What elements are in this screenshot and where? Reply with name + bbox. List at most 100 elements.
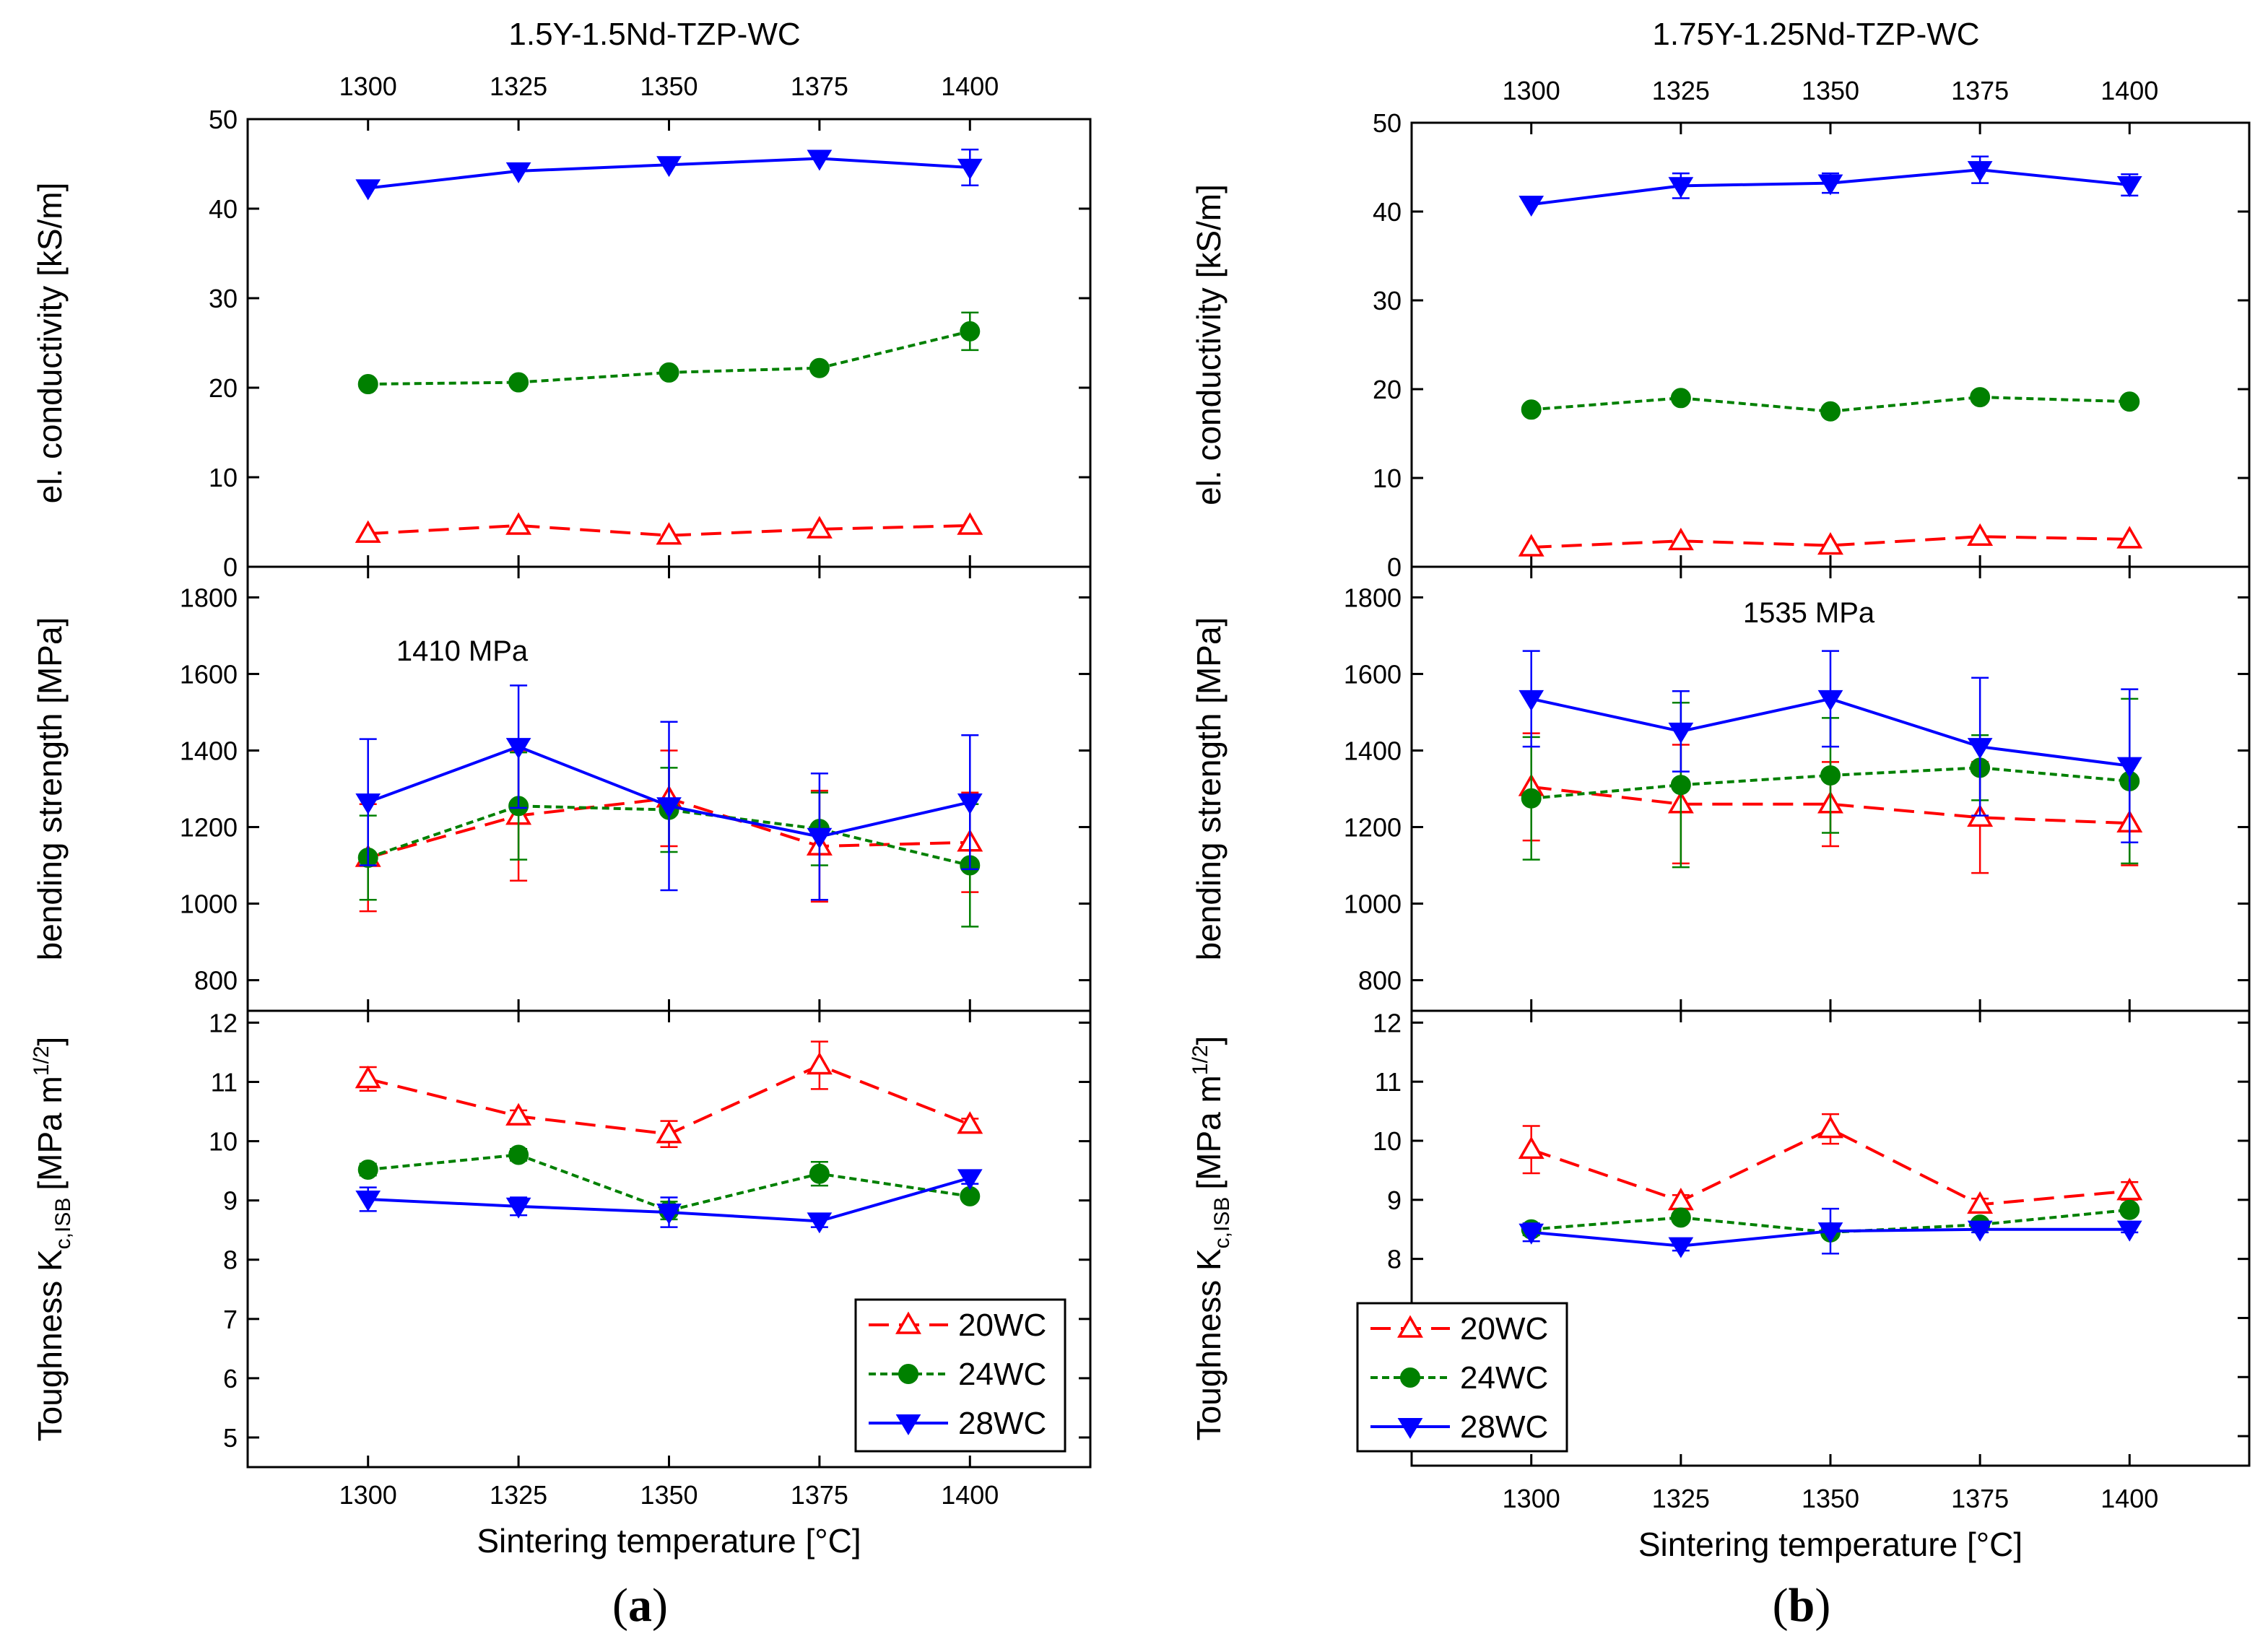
data-point bbox=[1670, 388, 1691, 409]
legend-label-24WC: 24WC bbox=[1460, 1360, 1548, 1396]
legend-marker-28WC bbox=[1397, 1417, 1423, 1439]
y-label-sub: c,ISB bbox=[1210, 1197, 1234, 1249]
data-point bbox=[505, 1197, 531, 1219]
legend-label-20WC: 20WC bbox=[1460, 1311, 1548, 1347]
legend: 20WC 24WC 28WC bbox=[854, 1298, 1066, 1453]
data-point bbox=[1817, 532, 1843, 555]
top-x-tick-label: 1300 bbox=[339, 71, 397, 101]
data-point bbox=[1967, 1220, 1993, 1242]
bottom-x-tick-label: 1375 bbox=[791, 1480, 848, 1510]
data-point bbox=[656, 522, 682, 545]
chart-panel-b: 1.75Y-1.25Nd-TZP-WC 1300 1300 1325 1325 1350 1… bbox=[1189, 17, 2251, 1632]
y-label-units: [MPa m bbox=[1190, 1075, 1228, 1189]
y-axis-label: Toughness Kc,ISB [MPa m1/2] bbox=[30, 1037, 75, 1442]
data-point bbox=[1817, 690, 1843, 711]
data-point bbox=[2119, 391, 2140, 412]
data-point bbox=[357, 1159, 378, 1180]
series-28WC bbox=[355, 148, 983, 201]
top-x-tick-label: 1300 bbox=[1503, 76, 1560, 105]
y-tick-label: 1400 bbox=[1344, 736, 1402, 765]
y-tick-label: 40 bbox=[1373, 197, 1402, 227]
data-point bbox=[807, 827, 833, 849]
data-point bbox=[656, 1121, 682, 1144]
bottom-x-tick-label: 1300 bbox=[1503, 1484, 1560, 1513]
top-title: 1.5Y-1.5Nd-TZP-WC bbox=[508, 17, 800, 52]
panel-label-open: ( bbox=[1773, 1579, 1789, 1632]
y-tick-label: 0 bbox=[223, 552, 238, 582]
y-tick-label: 1600 bbox=[180, 659, 238, 689]
legend-box bbox=[854, 1298, 1066, 1453]
series-20WC bbox=[355, 1040, 983, 1149]
bottom-x-tick-label: 1375 bbox=[1951, 1484, 2009, 1513]
data-point bbox=[957, 158, 983, 180]
y-tick-label: 11 bbox=[211, 1067, 238, 1097]
series-line bbox=[1531, 535, 2130, 549]
series-24WC bbox=[357, 311, 981, 395]
data-point bbox=[505, 738, 531, 760]
series-20WC bbox=[355, 512, 983, 545]
legend-marker-28WC bbox=[895, 1414, 921, 1435]
y-label-close: ] bbox=[1190, 1036, 1228, 1045]
data-point bbox=[960, 321, 981, 342]
y-tick-label: 10 bbox=[209, 1127, 238, 1157]
series-20WC bbox=[1518, 1113, 2143, 1214]
bottom-x-tick-label: 1325 bbox=[1652, 1484, 1710, 1513]
y-tick-label: 10 bbox=[209, 463, 238, 492]
legend-marker-24WC bbox=[898, 1364, 918, 1384]
y-tick-label: 10 bbox=[1373, 1126, 1402, 1156]
data-point bbox=[355, 179, 381, 201]
data-point bbox=[1817, 174, 1843, 196]
panel-label-open: ( bbox=[612, 1579, 628, 1632]
y-tick-label: 30 bbox=[1373, 286, 1402, 316]
data-point bbox=[659, 362, 679, 383]
series-line bbox=[368, 804, 970, 867]
data-point bbox=[508, 1144, 529, 1165]
legend-label-20WC: 20WC bbox=[958, 1308, 1046, 1343]
y-label-close: ] bbox=[31, 1037, 69, 1046]
y-tick-label: 1000 bbox=[1344, 890, 1402, 919]
y-label-main: Toughness K bbox=[1190, 1248, 1228, 1440]
subplot-conductivity: 0 10 20 30 40 50 el. conductivity [kS/m] bbox=[1190, 108, 2251, 582]
data-point bbox=[1668, 1237, 1694, 1258]
y-tick-label: 50 bbox=[209, 105, 238, 134]
data-point bbox=[1518, 534, 1544, 557]
data-point bbox=[1518, 1136, 1544, 1160]
top-x-tick-label: 1375 bbox=[791, 71, 848, 101]
data-point bbox=[1521, 399, 1542, 420]
chart-panel-a: 1.5Y-1.5Nd-TZP-WC 1300 1300 1325 1325 1350 135… bbox=[30, 17, 1092, 1632]
top-x-tick-label: 1325 bbox=[1652, 76, 1710, 105]
data-point bbox=[2116, 526, 2143, 549]
panel-label-close: ) bbox=[1815, 1579, 1830, 1632]
data-point bbox=[656, 1204, 682, 1225]
y-tick-label: 1400 bbox=[180, 736, 238, 765]
data-point bbox=[1518, 690, 1544, 711]
series-24WC bbox=[357, 1144, 981, 1221]
data-point bbox=[1518, 196, 1544, 217]
data-point bbox=[1820, 401, 1841, 422]
top-x-tick-label: 1350 bbox=[640, 71, 698, 101]
top-x-tick-label: 1325 bbox=[490, 71, 547, 101]
top-x-tick-label: 1400 bbox=[941, 71, 999, 101]
series-28WC bbox=[355, 684, 983, 901]
top-x-tick-label: 1400 bbox=[2100, 76, 2158, 105]
data-point bbox=[355, 793, 381, 814]
x-axis-label: Sintering temperature [°C] bbox=[477, 1522, 861, 1560]
y-tick-label: 9 bbox=[223, 1186, 238, 1216]
strength-annotation: 1535 MPa bbox=[1743, 597, 1875, 629]
bottom-x-tick-label: 1400 bbox=[941, 1480, 999, 1510]
legend-label-28WC: 28WC bbox=[1460, 1409, 1548, 1445]
y-tick-label: 12 bbox=[1373, 1008, 1402, 1038]
y-axis-label: Toughness Kc,ISB [MPa m1/2] bbox=[1189, 1036, 1234, 1441]
panel-label-letter: b bbox=[1789, 1579, 1815, 1632]
y-axis-label: bending strength [MPa] bbox=[1190, 617, 1228, 961]
legend-label-28WC: 28WC bbox=[958, 1406, 1046, 1441]
y-tick-label: 0 bbox=[1387, 552, 1402, 582]
data-point bbox=[1670, 775, 1691, 796]
y-tick-label: 6 bbox=[223, 1364, 238, 1393]
data-point bbox=[807, 1212, 833, 1234]
y-tick-label: 20 bbox=[1373, 375, 1402, 404]
y-axis-label: el. conductivity [kS/m] bbox=[1190, 184, 1228, 505]
y-label-sup: 1/2 bbox=[30, 1045, 53, 1076]
strength-annotation: 1410 MPa bbox=[396, 635, 529, 667]
